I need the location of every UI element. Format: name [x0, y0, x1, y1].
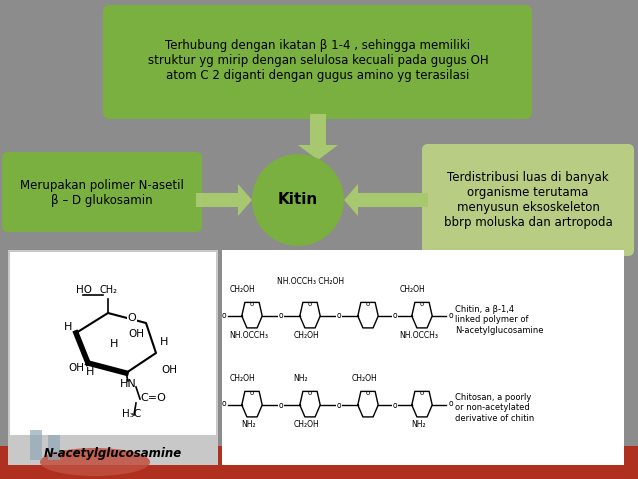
Text: CH₂OH: CH₂OH: [294, 331, 320, 340]
Text: Chitosan, a poorly
or non-acetylated
derivative of chitin: Chitosan, a poorly or non-acetylated der…: [455, 393, 534, 423]
Text: OH: OH: [128, 329, 144, 339]
Text: NH₂: NH₂: [293, 375, 308, 383]
Text: HN: HN: [120, 379, 137, 389]
Text: CH₂OH: CH₂OH: [230, 285, 256, 295]
Text: o: o: [279, 400, 283, 410]
Text: o: o: [308, 390, 312, 397]
Ellipse shape: [40, 448, 150, 476]
Text: NH₂: NH₂: [412, 420, 426, 429]
Bar: [0, 446, 638, 479]
Text: o: o: [449, 399, 453, 409]
Text: o: o: [308, 301, 312, 308]
Text: o: o: [221, 310, 226, 319]
Text: O: O: [128, 313, 137, 323]
Polygon shape: [196, 184, 252, 216]
Text: Merupakan polimer N-asetil
β – D glukosamin: Merupakan polimer N-asetil β – D glukosa…: [20, 179, 184, 207]
Text: CH₂OH: CH₂OH: [400, 285, 426, 295]
Polygon shape: [344, 184, 428, 216]
Text: CH₂OH: CH₂OH: [294, 420, 320, 429]
Text: o: o: [337, 400, 341, 410]
Text: o: o: [420, 301, 424, 308]
Polygon shape: [298, 114, 338, 160]
Text: CH₂OH: CH₂OH: [352, 375, 378, 383]
Text: C=O: C=O: [140, 393, 166, 403]
Text: H: H: [160, 337, 168, 347]
Text: H: H: [64, 322, 72, 332]
Text: CH₂OH: CH₂OH: [230, 375, 256, 383]
Text: o: o: [279, 311, 283, 320]
Bar: [30, 430, 42, 460]
Text: o: o: [250, 390, 254, 397]
Text: NH.OCCH₃ CH₂OH: NH.OCCH₃ CH₂OH: [278, 277, 345, 286]
Circle shape: [252, 154, 344, 246]
Text: NH.OCCH₃: NH.OCCH₃: [230, 331, 269, 340]
FancyBboxPatch shape: [422, 144, 634, 256]
Text: o: o: [392, 400, 397, 410]
Text: o: o: [392, 311, 397, 320]
Text: o: o: [366, 301, 370, 308]
Text: Terhubung dengan ikatan β 1-4 , sehingga memiliki
struktur yg mirip dengan selul: Terhubung dengan ikatan β 1-4 , sehingga…: [147, 38, 488, 81]
Text: H₃C: H₃C: [122, 409, 141, 419]
Text: Kitin: Kitin: [278, 193, 318, 207]
Text: o: o: [366, 390, 370, 397]
Text: o: o: [337, 311, 341, 320]
Text: NH₂: NH₂: [242, 420, 256, 429]
Text: OH: OH: [68, 363, 84, 373]
Bar: [48, 435, 60, 460]
Text: o: o: [420, 390, 424, 397]
Text: Terdistribusi luas di banyak
organisme terutama
menyusun eksoskeleton
bbrp molus: Terdistribusi luas di banyak organisme t…: [443, 171, 612, 229]
Text: H: H: [86, 367, 94, 377]
Bar: [222, 250, 624, 465]
Text: Chitin, a β-1,4
linked polymer of
N-acetylglucosamine: Chitin, a β-1,4 linked polymer of N-acet…: [455, 305, 544, 335]
Text: H: H: [110, 339, 119, 349]
Text: OH: OH: [161, 365, 177, 375]
Text: o: o: [250, 301, 254, 308]
FancyBboxPatch shape: [2, 152, 202, 232]
Text: o: o: [449, 310, 453, 319]
Text: N-acetylglucosamine: N-acetylglucosamine: [44, 446, 182, 459]
Text: o: o: [221, 399, 226, 409]
Text: NH.OCCH₃: NH.OCCH₃: [399, 331, 438, 340]
Text: CH₂: CH₂: [100, 285, 118, 295]
Text: HO: HO: [76, 285, 92, 295]
Bar: [8, 250, 218, 465]
Bar: [10, 252, 216, 435]
FancyBboxPatch shape: [103, 5, 532, 119]
